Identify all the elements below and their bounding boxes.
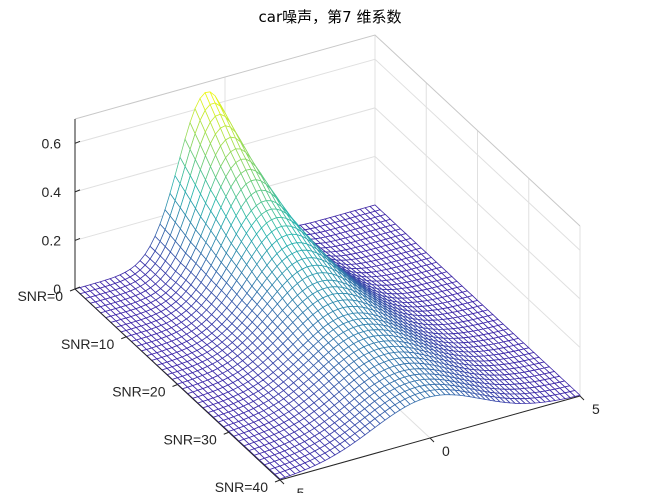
snr-tick-mark-2 bbox=[172, 384, 178, 387]
snr-tick-label-1: SNR=10 bbox=[61, 336, 115, 352]
box-top-edge bbox=[74, 34, 581, 227]
z-tick-label-0: 0 bbox=[53, 281, 61, 297]
snr-tick-mark-4 bbox=[274, 479, 281, 483]
snr-tick-mark-3 bbox=[223, 431, 229, 435]
x-tick-mark-2 bbox=[579, 395, 585, 401]
snr-tick-mark-0 bbox=[69, 288, 76, 292]
z-tick-label-3: 0.6 bbox=[42, 135, 62, 151]
snr-tick-label-3: SNR=30 bbox=[163, 431, 217, 447]
z-tick-mark-0 bbox=[74, 286, 81, 290]
z-tick-mark-3 bbox=[74, 140, 81, 144]
z-tick-label-2: 0.4 bbox=[42, 184, 62, 200]
snr-tick-label-4: SNR=40 bbox=[215, 479, 269, 493]
surface-mesh bbox=[74, 91, 581, 480]
x-tick-mark-0 bbox=[279, 479, 285, 485]
x-tick-label-2: 5 bbox=[592, 401, 600, 417]
snr-tick-mark-1 bbox=[121, 336, 127, 340]
mesh-cell bbox=[274, 472, 286, 480]
x-tick-label-1: 0 bbox=[442, 443, 450, 459]
z-tick-mark-2 bbox=[74, 189, 81, 193]
snr-tick-label-0: SNR=0 bbox=[17, 288, 63, 304]
chart-title: car噪声，第7 维系数 bbox=[259, 8, 402, 26]
z-tick-label-1: 0.2 bbox=[42, 232, 62, 248]
z-tick-mark-1 bbox=[74, 237, 81, 241]
tick-labels: 0 0.2 0.4 0.6 SNR=0 SNR=10 SNR=20 SNR=30 SNR=40 -… bbox=[17, 135, 600, 493]
snr-tick-label-2: SNR=20 bbox=[112, 384, 166, 400]
x-tick-mark-1 bbox=[429, 437, 435, 443]
x-tick-label-0: -5 bbox=[292, 485, 305, 493]
